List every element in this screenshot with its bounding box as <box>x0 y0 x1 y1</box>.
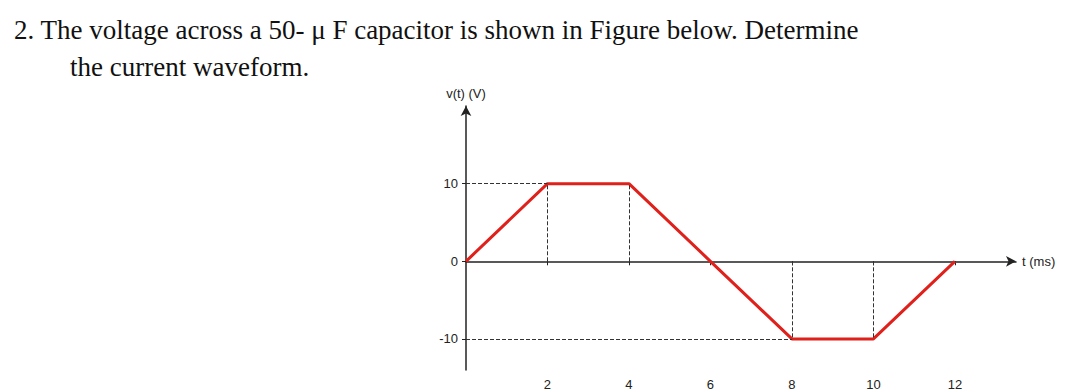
svg-text:-10: -10 <box>439 331 458 346</box>
svg-text:v(t) (V): v(t) (V) <box>446 86 486 101</box>
svg-text:6: 6 <box>707 377 714 391</box>
svg-text:10: 10 <box>866 377 880 391</box>
html-text:2. The voltage across a 50- μ: 2. The voltage across a 50- μ F capacito… <box>14 15 859 45</box>
svg-text:2: 2 <box>544 377 551 391</box>
svg-text:12: 12 <box>948 377 962 391</box>
svg-text:10: 10 <box>444 176 458 191</box>
svg-text:8: 8 <box>788 377 795 391</box>
svg-text:4: 4 <box>625 377 632 391</box>
svg-text:t (ms): t (ms) <box>1022 254 1055 269</box>
html-text:the current waveform.: the current waveform. <box>70 52 310 82</box>
svg-text:0: 0 <box>451 254 458 269</box>
